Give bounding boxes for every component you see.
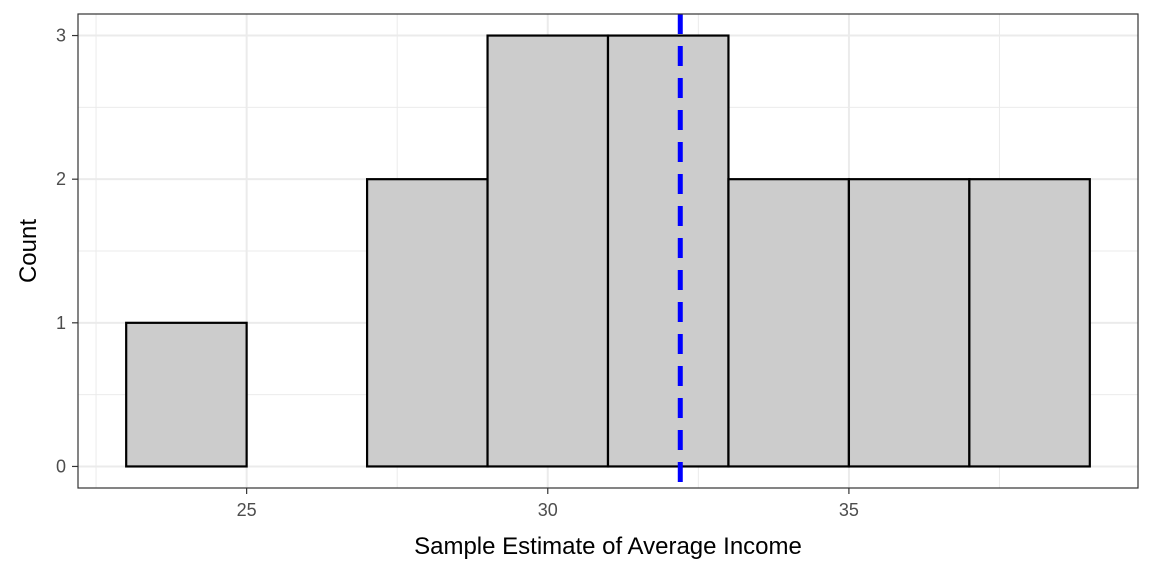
y-axis: 0 1 2 3 [56, 26, 78, 476]
histogram-bar [486, 34, 610, 468]
x-tick-label: 35 [839, 500, 859, 520]
histogram-bar [606, 34, 730, 468]
histogram-bar [847, 178, 971, 468]
y-tick-label: 0 [56, 456, 66, 476]
y-tick-label: 1 [56, 313, 66, 333]
x-axis-title: Sample Estimate of Average Income [414, 533, 802, 560]
histogram-bar [365, 178, 489, 468]
y-tick-label: 2 [56, 169, 66, 189]
histogram-bars [125, 34, 1091, 468]
histogram-bar [727, 178, 851, 468]
histogram-bar [125, 321, 248, 468]
plot-border [77, 13, 1139, 489]
y-axis-title: Count [15, 219, 42, 283]
x-axis: 25 30 35 [237, 488, 859, 520]
histogram-bar [968, 178, 1091, 468]
y-tick-label: 3 [56, 26, 66, 46]
x-tick-label: 25 [237, 500, 257, 520]
x-tick-label: 30 [538, 500, 558, 520]
